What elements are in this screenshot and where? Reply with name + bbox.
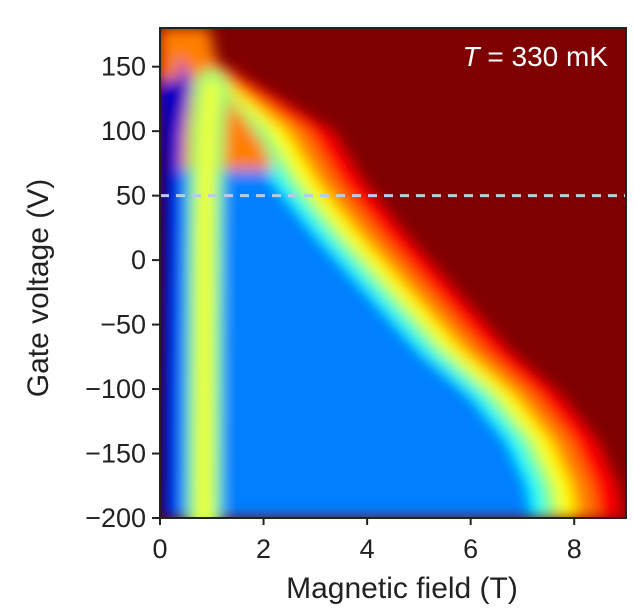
y-axis-title: Gate voltage (V): [22, 179, 55, 397]
low-field-core: [160, 78, 184, 518]
temperature-annotation: T = 330 mK: [462, 41, 608, 72]
y-tick-label-1: 100: [101, 116, 146, 146]
x-tick-label-1: 2: [256, 534, 271, 564]
y-tick-label-0: 150: [101, 52, 146, 82]
y-tick-label-2: 50: [116, 181, 146, 211]
y-tick-label-3: 0: [131, 245, 146, 275]
x-tick-label-4: 8: [567, 534, 582, 564]
ridge-inner: [197, 79, 219, 518]
top-left-bright: [160, 28, 181, 80]
y-tick-label-6: −150: [85, 439, 146, 469]
temperature-value: = 330 mK: [480, 41, 609, 72]
temperature-symbol: T: [462, 41, 481, 72]
x-tick-label-2: 4: [360, 534, 375, 564]
x-tick-label-3: 6: [463, 534, 478, 564]
plot-frame: [159, 27, 627, 519]
heatmap-plot-area: [160, 28, 626, 518]
y-tick-label-4: −50: [100, 310, 146, 340]
y-tick-label-5: −100: [85, 374, 146, 404]
x-axis: 0 2 4 6 8: [152, 518, 582, 564]
colour-bands: [160, 28, 624, 518]
y-axis: 150 100 50 0 −50 −100 −150 −200: [85, 52, 160, 533]
y-tick-label-7: −200: [85, 503, 146, 533]
x-axis-title: Magnetic field (T): [286, 572, 518, 605]
x-tick-label-0: 0: [152, 534, 167, 564]
